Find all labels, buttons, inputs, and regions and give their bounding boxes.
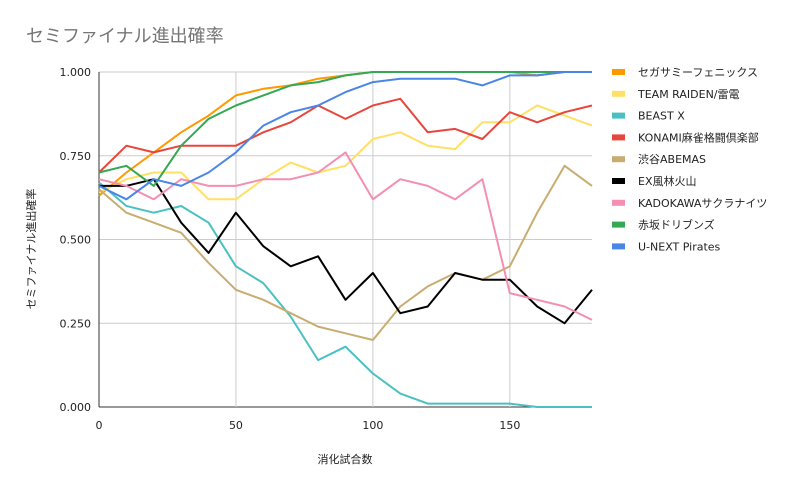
legend-label: セガサミーフェニックス — [638, 66, 758, 79]
legend-swatch — [612, 156, 625, 163]
legend-swatch — [612, 199, 625, 206]
series-line-2 — [98, 181, 592, 408]
x-tick-label: 150 — [499, 419, 520, 432]
x-tick-label: 100 — [362, 419, 383, 432]
legend-swatch — [612, 221, 625, 228]
x-axis: 0 50 100 150 — [96, 419, 521, 432]
y-tick-label: 0.000 — [60, 401, 92, 414]
series-line-5 — [99, 178, 593, 325]
series-line-1 — [98, 104, 593, 201]
y-tick-label: 0.750 — [60, 150, 92, 163]
legend-swatch — [612, 178, 625, 184]
y-axis-label: セミファイナル進出確率 — [24, 189, 38, 310]
series-line-7 — [98, 71, 592, 187]
x-tick-label: 0 — [96, 419, 103, 432]
y-tick-label: 0.500 — [60, 234, 92, 247]
series-line-3 — [98, 97, 593, 174]
legend-swatch — [612, 90, 625, 97]
series-line-0 — [98, 71, 592, 197]
x-axis-label: 消化試合数 — [318, 452, 373, 466]
legend-label: KONAMI麻雀格闘倶楽部 — [638, 130, 759, 144]
series-line-6 — [98, 151, 593, 321]
x-tick-label: 50 — [229, 419, 243, 432]
legend-label: KADOKAWAサクラナイツ — [638, 197, 767, 210]
legend: セガサミーフェニックス TEAM RAIDEN/雷電 BEAST X KONAMI麻雀… — [612, 66, 767, 253]
legend-swatch — [612, 69, 625, 75]
legend-swatch — [612, 134, 625, 141]
legend-label: TEAM RAIDEN/雷電 — [637, 88, 740, 101]
legend-swatch — [612, 112, 625, 119]
series-line-4 — [98, 164, 593, 341]
legend-label: 赤坂ドリブンズ — [638, 218, 715, 232]
legend-swatch — [612, 243, 625, 250]
y-tick-label: 1.000 — [60, 66, 92, 79]
legend-label: BEAST X — [638, 110, 685, 123]
y-axis: 0.000 0.250 0.500 0.750 1.000 — [60, 66, 92, 414]
chart-title: セミファイナル進出確率 — [26, 26, 224, 47]
legend-label: 渋谷ABEMAS — [638, 153, 706, 166]
legend-label: EX風林火山 — [638, 174, 697, 188]
series-line-8 — [98, 71, 592, 201]
gridlines — [98, 71, 592, 408]
legend-label: U-NEXT Pirates — [638, 240, 721, 253]
y-tick-label: 0.250 — [60, 317, 92, 330]
series-lines — [98, 71, 593, 408]
